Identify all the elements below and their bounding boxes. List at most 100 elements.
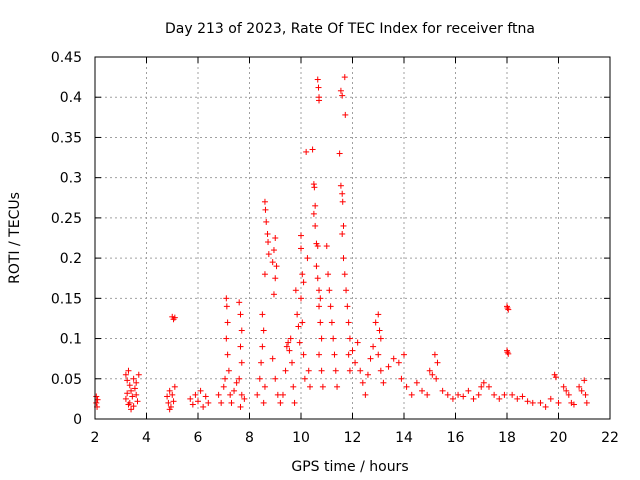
y-tick-label: 0.35	[51, 130, 82, 146]
data-point	[478, 383, 485, 390]
data-point	[298, 245, 304, 252]
data-point	[362, 391, 369, 398]
data-point	[316, 303, 323, 310]
data-point	[460, 393, 467, 400]
data-point	[449, 395, 456, 402]
data-point	[314, 275, 321, 282]
data-point	[238, 327, 245, 334]
data-point	[390, 355, 397, 362]
data-point	[576, 383, 583, 390]
data-point	[286, 347, 293, 354]
data-point	[295, 323, 302, 330]
data-point	[241, 395, 248, 402]
data-point	[259, 343, 266, 350]
data-point	[129, 393, 136, 400]
data-point	[220, 383, 227, 390]
data-point	[290, 383, 297, 390]
data-point	[228, 399, 235, 406]
data-point	[171, 383, 178, 390]
chart-title: Day 213 of 2023, Rate Of TEC Index for r…	[165, 21, 535, 37]
data-point	[413, 379, 420, 386]
data-point	[344, 303, 351, 310]
data-point	[408, 391, 415, 398]
data-point	[258, 359, 265, 366]
data-point	[339, 190, 346, 197]
data-point	[327, 303, 334, 310]
data-point	[231, 387, 238, 394]
data-point	[439, 387, 446, 394]
data-point	[346, 335, 353, 342]
data-point	[570, 401, 577, 408]
data-point	[542, 403, 549, 410]
data-point	[341, 74, 348, 81]
x-tick-label: 12	[344, 430, 362, 446]
data-point	[319, 383, 326, 390]
data-point	[352, 359, 359, 366]
data-point	[299, 319, 306, 326]
data-point	[325, 271, 332, 278]
data-point	[496, 395, 503, 402]
x-axis-label: GPS time / hours	[291, 459, 408, 475]
data-point	[291, 399, 298, 406]
data-point	[547, 395, 554, 402]
data-point	[328, 319, 335, 326]
data-point	[130, 375, 137, 382]
data-point	[222, 375, 229, 382]
data-point	[401, 351, 407, 358]
data-point	[310, 210, 317, 217]
x-tick-label: 4	[142, 430, 151, 446]
data-point	[273, 263, 280, 270]
data-point	[367, 355, 374, 362]
data-point	[316, 97, 323, 104]
data-point	[524, 398, 531, 405]
data-point	[455, 391, 462, 398]
y-tick-label: 0.4	[60, 90, 82, 106]
data-point	[260, 399, 267, 406]
data-point	[294, 311, 301, 318]
data-point	[331, 351, 338, 358]
data-point	[237, 311, 244, 318]
axis-ticks: 2 4 6 8 10 12 14 16 18 20 22 0 0.05 0.1 0.15 0.2 0.25 0.3…	[51, 50, 619, 446]
data-point	[501, 391, 508, 398]
data-point	[339, 198, 346, 205]
data-point	[238, 391, 245, 398]
data-point	[317, 295, 324, 302]
data-point	[262, 206, 269, 213]
data-point	[555, 399, 562, 406]
data-point	[317, 319, 324, 326]
x-tick-label: 22	[601, 430, 619, 446]
data-point	[124, 390, 131, 397]
data-point	[261, 271, 268, 278]
data-point	[166, 406, 173, 413]
data-point	[349, 347, 356, 354]
data-point	[357, 367, 364, 374]
data-point	[128, 387, 135, 394]
data-point	[299, 271, 306, 278]
data-point	[260, 327, 267, 334]
data-point	[377, 335, 384, 342]
data-point	[375, 311, 382, 318]
y-tick-label: 0.15	[51, 291, 82, 307]
data-point	[529, 399, 536, 406]
x-tick-label: 6	[194, 430, 203, 446]
data-point	[300, 351, 307, 358]
data-point	[465, 387, 472, 394]
data-point	[346, 367, 353, 374]
data-point	[131, 385, 138, 392]
data-point	[285, 339, 292, 346]
data-point	[126, 382, 133, 389]
data-point	[375, 351, 382, 358]
data-points	[93, 74, 590, 413]
data-point	[419, 387, 426, 394]
y-tick-label: 0.05	[51, 372, 82, 388]
x-tick-label: 20	[550, 430, 568, 446]
y-axis-label: ROTI / TECUs	[7, 192, 23, 284]
data-point	[340, 255, 347, 262]
data-point	[519, 393, 526, 400]
y-tick-label: 0.3	[60, 171, 82, 187]
data-point	[309, 146, 316, 153]
data-point	[279, 391, 286, 398]
data-point	[376, 327, 383, 334]
data-point	[318, 367, 325, 374]
data-point	[269, 259, 276, 266]
